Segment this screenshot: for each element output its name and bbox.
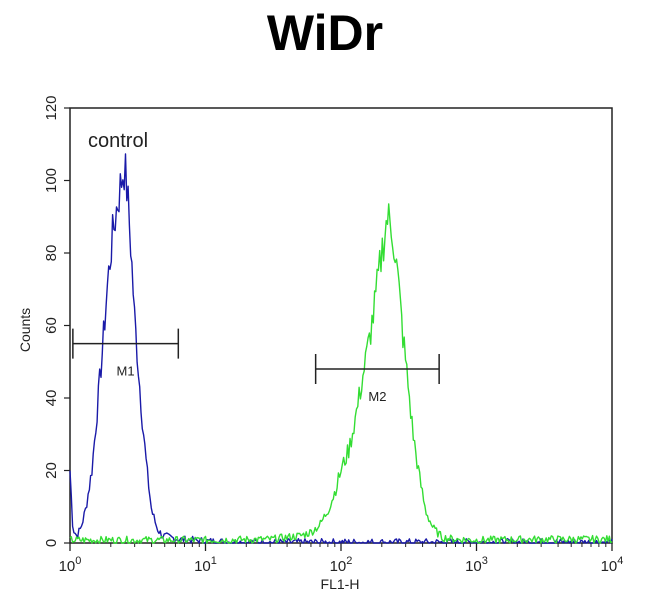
x-axis-ticks: 100 101 102 103 104 xyxy=(59,543,624,575)
y-tick-label: 80 xyxy=(43,245,60,262)
chart-title: WiDr xyxy=(266,5,384,61)
y-axis-label: Counts xyxy=(17,308,33,352)
y-tick-label: 120 xyxy=(43,95,60,120)
y-tick-label: 40 xyxy=(43,390,60,407)
control-histogram-line xyxy=(69,153,613,544)
y-tick-label: 100 xyxy=(43,168,60,193)
x-tick-label: 104 xyxy=(601,555,624,575)
marker-m2-label: M2 xyxy=(368,389,386,404)
plot-frame xyxy=(69,107,613,544)
series-layer xyxy=(69,153,613,544)
y-tick-label: 0 xyxy=(43,539,60,547)
control-annotation: control xyxy=(88,130,148,152)
x-tick-label: 103 xyxy=(465,555,488,575)
sample-histogram-line xyxy=(69,203,613,544)
marker-m1-label: M1 xyxy=(117,364,135,379)
y-tick-label: 20 xyxy=(43,462,60,479)
x-axis-label: FL1-H xyxy=(321,576,360,592)
x-tick-label: 101 xyxy=(194,555,217,575)
y-axis-ticks: 0 20 40 60 80 100 120 xyxy=(43,95,70,547)
y-tick-label: 60 xyxy=(43,317,60,334)
marker-layer: M1 M2 xyxy=(72,328,440,404)
plot-border xyxy=(69,107,613,544)
x-tick-label: 100 xyxy=(59,555,82,575)
x-tick-label: 102 xyxy=(330,555,353,575)
